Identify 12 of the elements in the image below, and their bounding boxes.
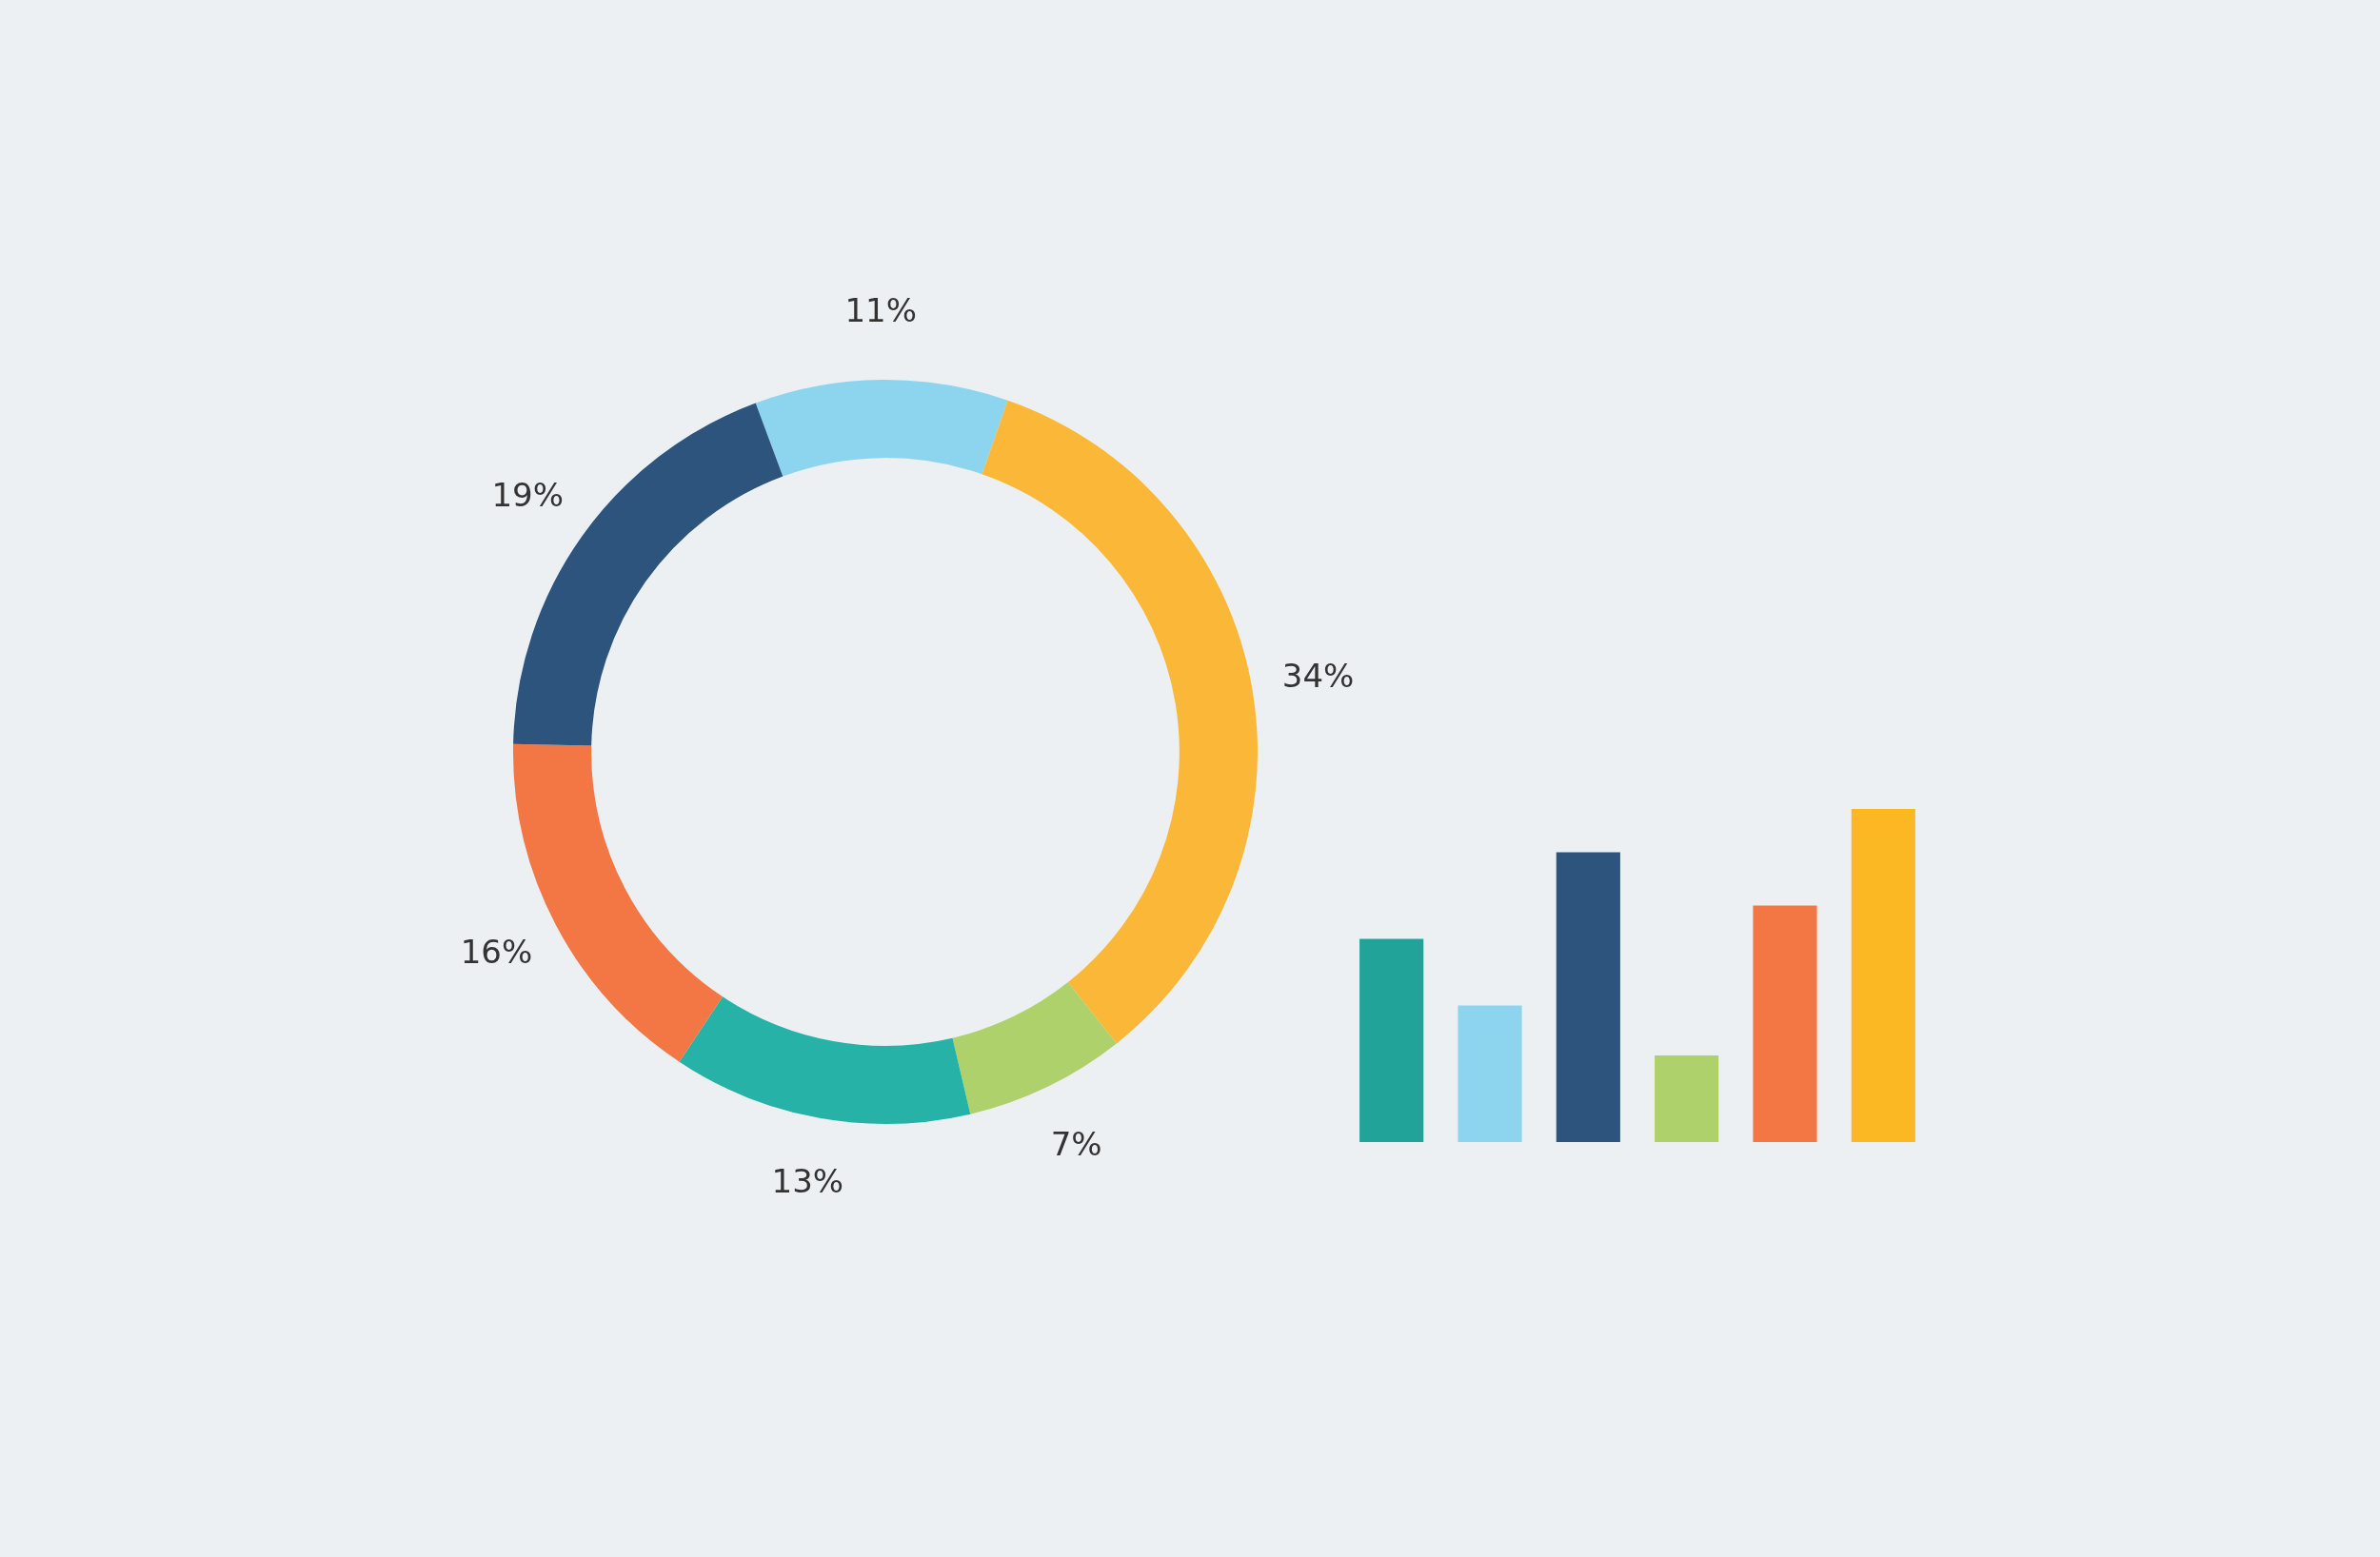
data-label: 11% (844, 290, 917, 329)
bar (1753, 905, 1817, 1142)
data-label: 34% (1281, 656, 1355, 695)
data-label: 16% (460, 933, 533, 972)
data-label: 13% (771, 1161, 844, 1200)
bar (1458, 1005, 1522, 1142)
bar (1556, 852, 1620, 1142)
bar (1655, 1055, 1719, 1142)
bar (1851, 809, 1915, 1142)
data-label: 19% (491, 475, 565, 514)
data-label: 7% (1050, 1124, 1102, 1163)
bar (1359, 938, 1424, 1142)
